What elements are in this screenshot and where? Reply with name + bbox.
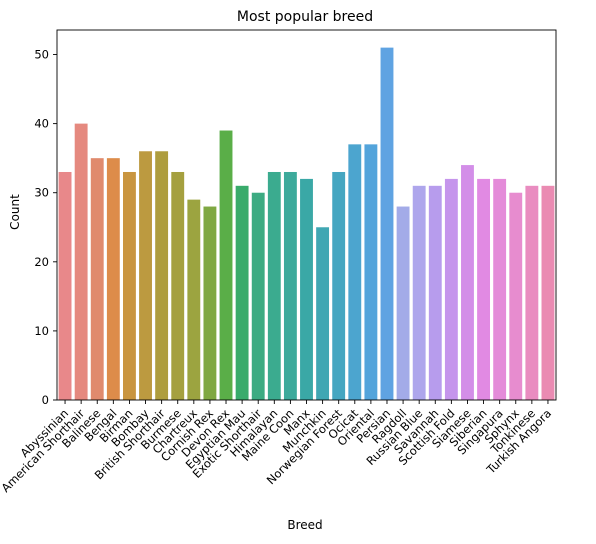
bar-tonkinese (525, 185, 539, 400)
bar-oriental (364, 144, 378, 400)
plot-frame (56, 29, 557, 401)
y-tick-label: 10 (34, 324, 49, 338)
bar-siberian (477, 178, 491, 400)
bar-manx (300, 178, 313, 400)
bar-maine-coon (283, 171, 297, 400)
y-axis-label: Count (8, 194, 22, 230)
x-axis-label: Breed (287, 518, 322, 532)
bar-savannah (428, 185, 442, 400)
bar-singapura (493, 178, 507, 400)
x-tick-label: American Shorthair (0, 406, 87, 495)
y-tick-label: 40 (34, 117, 49, 131)
bar-ragdoll (396, 206, 410, 400)
bar-balinese (90, 158, 104, 400)
bar-cornish-rex (203, 206, 217, 400)
y-tick-label: 30 (34, 186, 49, 200)
bar-bengal (106, 158, 120, 400)
bar-sphynx (509, 192, 523, 400)
bar-persian (380, 47, 394, 401)
bar-himalayan (267, 171, 281, 400)
y-tick-label: 20 (34, 255, 49, 269)
bar-russian-blue (412, 185, 426, 400)
bar-birman (123, 171, 136, 400)
bar-american-shorthair (74, 123, 88, 401)
y-tick-label: 0 (42, 393, 49, 407)
chart-title: Most popular breed (237, 9, 373, 25)
bar-bombay (139, 151, 152, 400)
y-tick-label: 50 (34, 48, 49, 62)
bar-ocicat (348, 144, 362, 400)
bar-british-shorthair (155, 151, 169, 400)
bar-norwegian-forest (332, 171, 346, 400)
axes-frame (56, 29, 557, 401)
bars-group (58, 47, 555, 401)
bar-munchkin (316, 227, 330, 400)
bar-chartreux (187, 199, 201, 400)
bar-devon-rex (219, 130, 233, 400)
bar-egyptian-mau (235, 185, 249, 400)
bar-siamese (461, 165, 474, 400)
bar-abyssinian (58, 171, 72, 400)
bar-scottish-fold (444, 178, 458, 400)
bar-turkish-angora (541, 185, 555, 400)
y-axis-ticks: 0 10 20 30 40 50 (34, 48, 57, 407)
bar-exotic-shorthair (251, 192, 265, 400)
bar-burmese (171, 171, 185, 400)
